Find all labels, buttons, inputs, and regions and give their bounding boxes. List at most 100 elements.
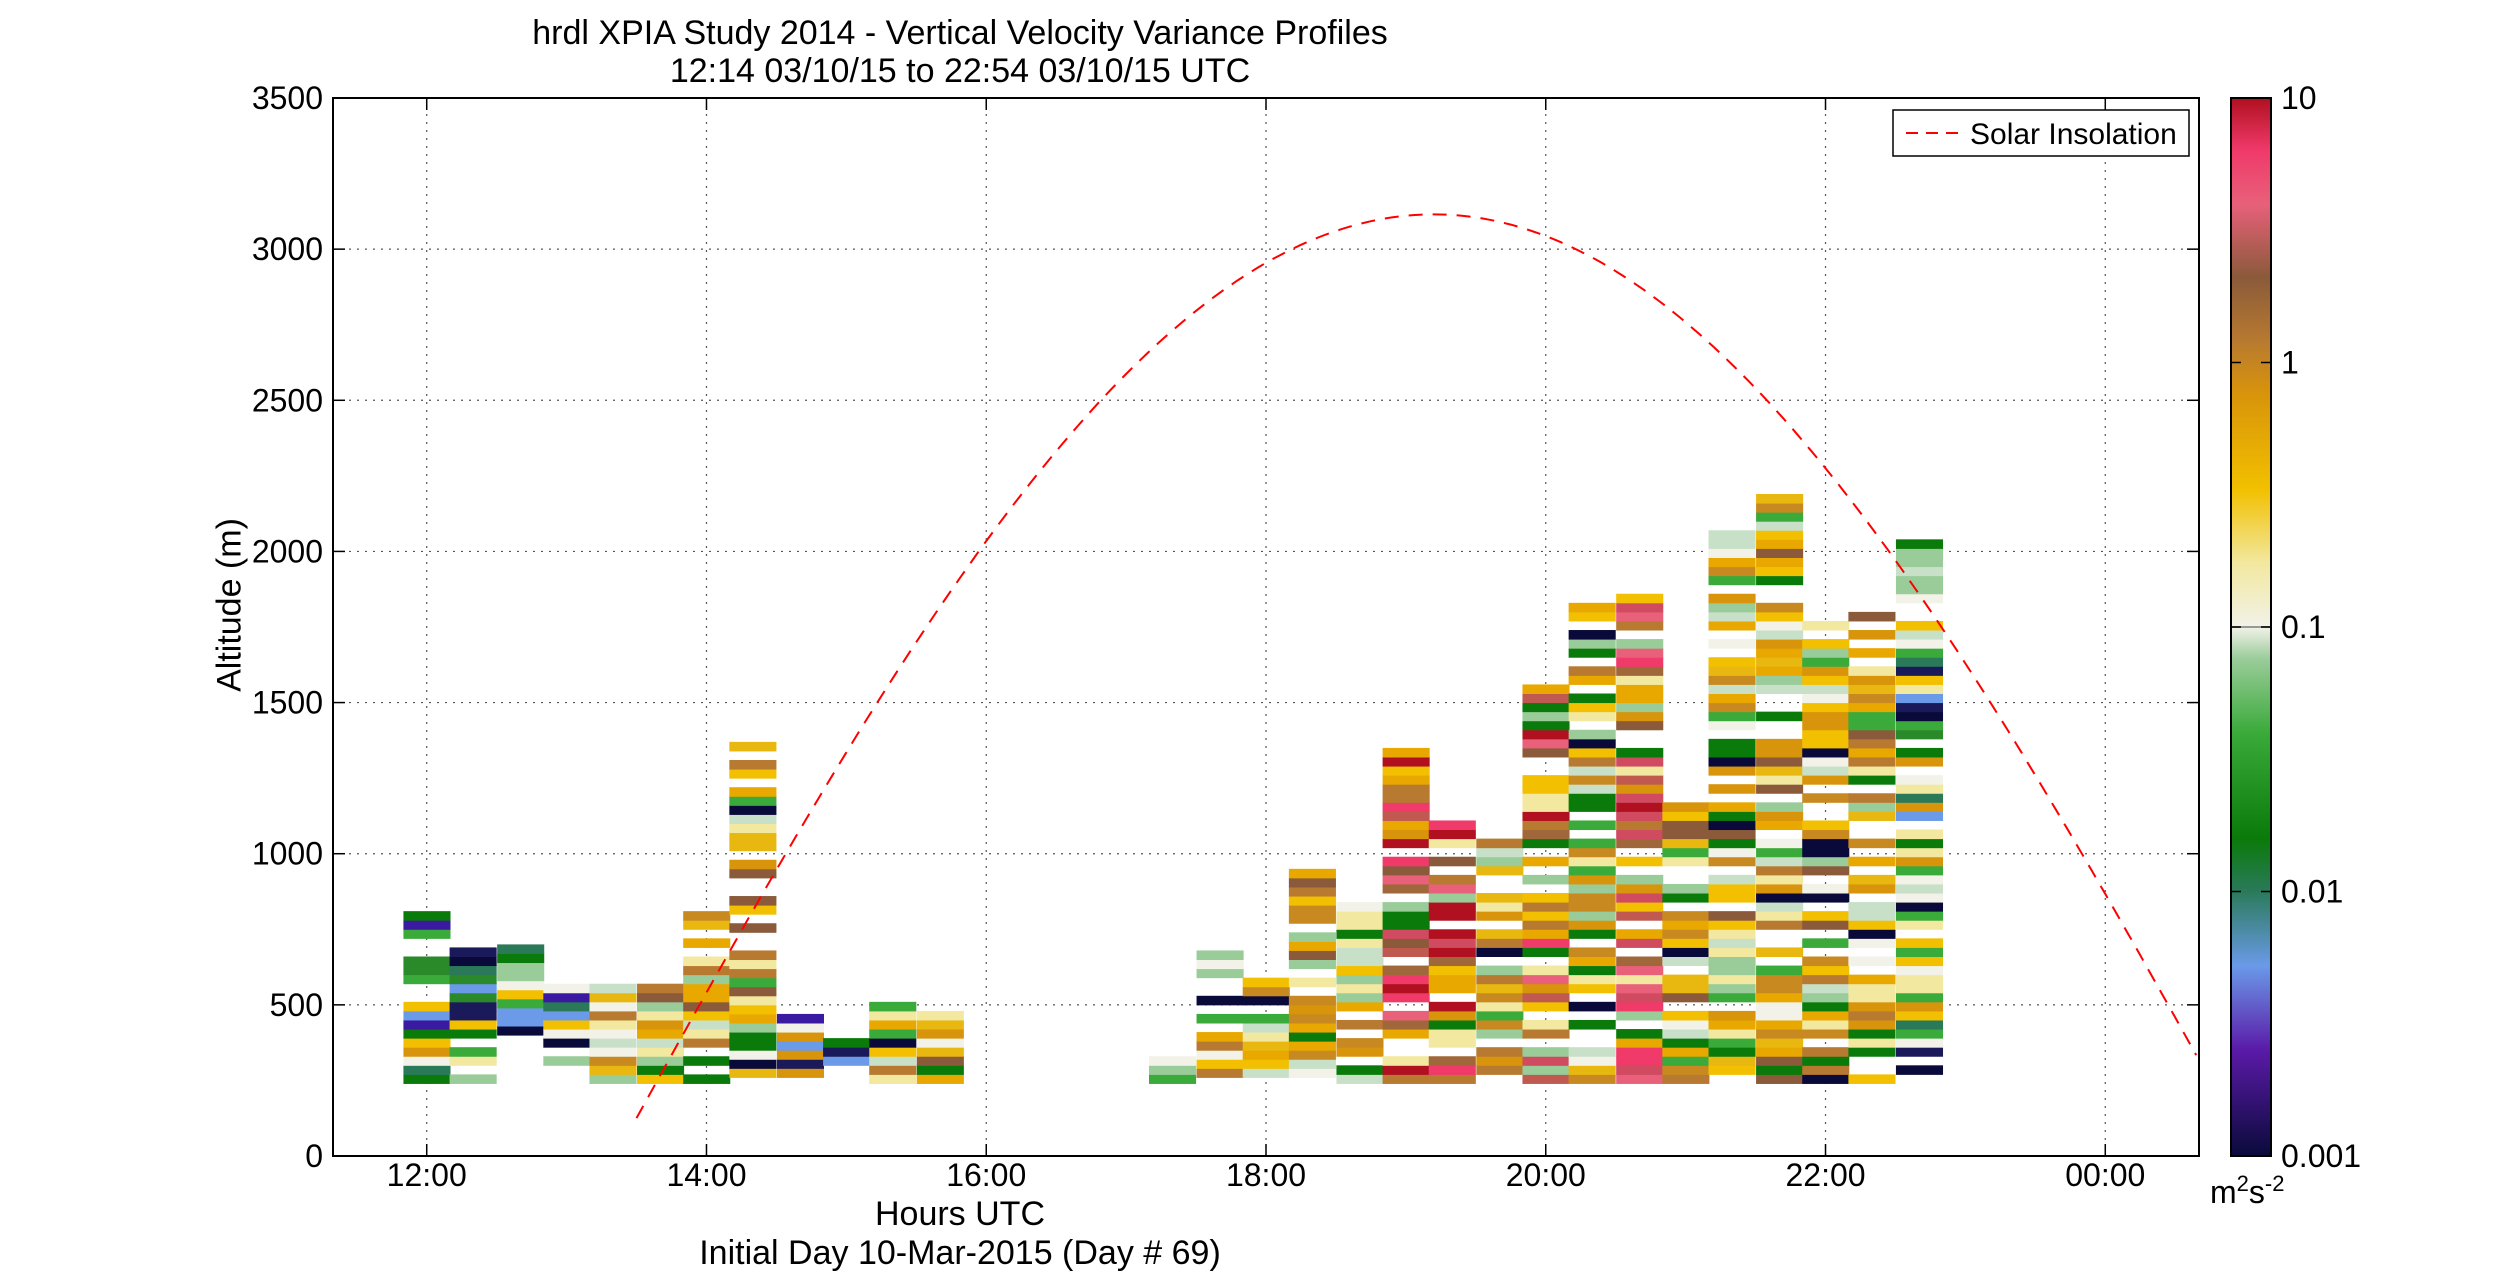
variance-cell bbox=[1382, 811, 1430, 821]
colorbar-tick-label: 0.1 bbox=[2281, 609, 2325, 645]
variance-cell bbox=[1336, 947, 1384, 957]
variance-cell bbox=[1802, 738, 1850, 749]
variance-cell bbox=[1708, 911, 1756, 921]
variance-cell bbox=[1708, 530, 1756, 540]
colorbar: 10 1 0.1 0.01 0.001 m2s-2 bbox=[2210, 80, 2361, 1210]
variance-cell bbox=[1568, 784, 1616, 794]
variance-cell bbox=[1708, 593, 1756, 604]
variance-cell bbox=[1802, 920, 1850, 930]
variance-cell bbox=[497, 998, 545, 1009]
variance-cell bbox=[1242, 1013, 1290, 1024]
variance-cell bbox=[403, 965, 451, 976]
variance-cell bbox=[1568, 902, 1616, 912]
variance-cell bbox=[1708, 820, 1756, 831]
variance-cell bbox=[916, 1019, 964, 1030]
variance-cell bbox=[1382, 874, 1430, 885]
variance-cell bbox=[1708, 702, 1756, 713]
variance-cell bbox=[1148, 1056, 1197, 1066]
variance-cell bbox=[1522, 1065, 1570, 1075]
variance-cell bbox=[1708, 639, 1756, 649]
variance-cell bbox=[1616, 874, 1664, 885]
variance-cell bbox=[1288, 886, 1336, 897]
variance-cell bbox=[1802, 856, 1850, 867]
variance-cell bbox=[1476, 856, 1524, 867]
variance-cell bbox=[1708, 539, 1756, 549]
variance-cell bbox=[1616, 974, 1664, 985]
variance-cell bbox=[1196, 1059, 1244, 1069]
variance-cell bbox=[1336, 911, 1384, 921]
variance-cell bbox=[1662, 983, 1710, 994]
variance-cell bbox=[1476, 1047, 1524, 1057]
variance-cell bbox=[1848, 802, 1896, 812]
variance-cell bbox=[1848, 1010, 1896, 1021]
variance-cell bbox=[1802, 956, 1850, 967]
variance-cell bbox=[1428, 1001, 1476, 1012]
variance-cell bbox=[1616, 784, 1664, 794]
colorbar-unit: m2s-2 bbox=[2210, 1171, 2284, 1210]
variance-cell bbox=[637, 1029, 685, 1039]
variance-cell bbox=[1895, 648, 1944, 658]
variance-cell bbox=[1242, 1059, 1290, 1069]
variance-cell bbox=[1802, 1029, 1850, 1039]
variance-cell bbox=[823, 1038, 871, 1048]
variance-cell bbox=[1382, 838, 1430, 849]
variance-cell bbox=[683, 983, 731, 994]
variance-cell bbox=[1848, 702, 1896, 713]
variance-cell bbox=[1708, 557, 1756, 568]
variance-cell bbox=[449, 983, 497, 994]
variance-cell bbox=[1802, 992, 1850, 1003]
variance-cell bbox=[683, 911, 731, 921]
variance-cell bbox=[1662, 938, 1710, 948]
variance-cell bbox=[1336, 992, 1384, 1003]
variance-cell bbox=[449, 1010, 497, 1021]
variance-cell bbox=[1476, 1056, 1524, 1066]
variance-cell bbox=[776, 1041, 824, 1051]
variance-cell bbox=[1848, 766, 1896, 776]
x-axis-label: Hours UTC bbox=[874, 1195, 1046, 1233]
variance-cell bbox=[729, 796, 777, 806]
variance-cell bbox=[1756, 711, 1804, 722]
variance-cell bbox=[1756, 639, 1804, 649]
variance-cell bbox=[1848, 938, 1896, 948]
variance-cell bbox=[1802, 911, 1850, 921]
variance-cell bbox=[1616, 675, 1664, 685]
variance-cell bbox=[1616, 1074, 1664, 1084]
variance-cell bbox=[1616, 1047, 1664, 1057]
variance-cell bbox=[1476, 847, 1524, 858]
variance-cell bbox=[916, 1038, 964, 1048]
variance-cell bbox=[1895, 747, 1944, 758]
variance-cell bbox=[1522, 856, 1570, 867]
variance-cell bbox=[1568, 820, 1616, 831]
variance-cell bbox=[1662, 1047, 1710, 1057]
variance-cell bbox=[1756, 983, 1804, 994]
variance-cell bbox=[1802, 893, 1850, 903]
variance-cell bbox=[1756, 747, 1804, 758]
variance-cell bbox=[1708, 1047, 1756, 1057]
variance-cell bbox=[1756, 920, 1804, 930]
variance-cell bbox=[497, 953, 545, 964]
variance-cell bbox=[1708, 1056, 1756, 1066]
variance-cell bbox=[1428, 1019, 1476, 1030]
variance-cell bbox=[449, 1019, 497, 1030]
variance-cell bbox=[1708, 838, 1756, 849]
variance-cell bbox=[1895, 920, 1944, 930]
variance-cell bbox=[1148, 1074, 1197, 1084]
variance-cell bbox=[1802, 747, 1850, 758]
variance-cell bbox=[1616, 666, 1664, 676]
variance-cell bbox=[1895, 575, 1944, 586]
variance-cell bbox=[1708, 893, 1756, 903]
variance-cell bbox=[1382, 992, 1430, 1003]
variance-cell bbox=[776, 1059, 824, 1069]
variance-cell bbox=[403, 1029, 451, 1039]
variance-cell bbox=[869, 1047, 917, 1057]
variance-cell bbox=[1382, 1019, 1430, 1030]
variance-cell bbox=[1568, 893, 1616, 903]
variance-cell bbox=[637, 1065, 685, 1075]
variance-cell bbox=[1662, 992, 1710, 1003]
y-axis-ticks: 0 500 1000 1500 2000 2500 3000 3500 bbox=[252, 80, 2199, 1174]
variance-cell bbox=[1802, 702, 1850, 713]
variance-cell bbox=[1895, 965, 1944, 976]
variance-cell bbox=[1288, 1041, 1336, 1051]
variance-cell bbox=[1848, 856, 1896, 867]
variance-cell bbox=[1568, 802, 1616, 812]
